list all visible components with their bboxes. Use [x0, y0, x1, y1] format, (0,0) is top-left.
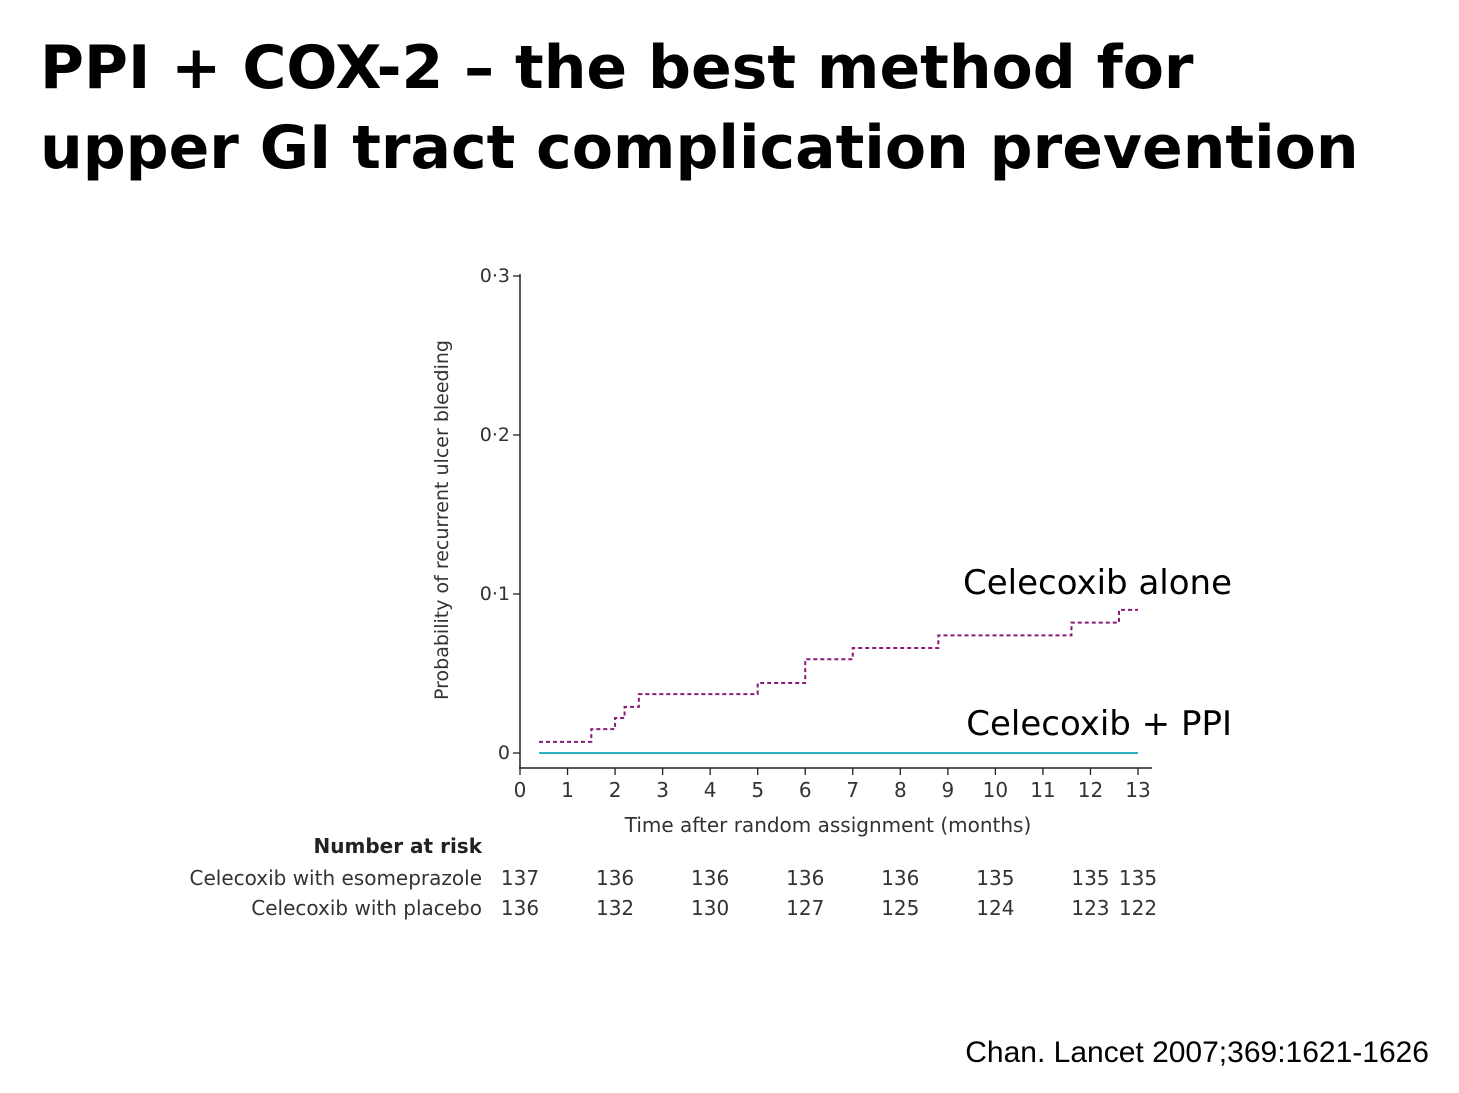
title-line-2: upper GI tract complication prevention — [40, 113, 1359, 183]
x-tick-label: 6 — [799, 778, 812, 802]
risk-table-title: Number at risk — [314, 834, 483, 858]
slide-title: PPI + COX-2 – the best method for upper … — [40, 28, 1440, 188]
risk-value: 135 — [976, 866, 1014, 890]
risk-value: 127 — [786, 896, 824, 920]
risk-value: 125 — [881, 896, 919, 920]
x-tick-label: 5 — [751, 778, 764, 802]
x-tick-label: 9 — [941, 778, 954, 802]
risk-value: 135 — [1071, 866, 1109, 890]
x-tick-label: 1 — [561, 778, 574, 802]
y-tick-label: 0·2 — [480, 424, 510, 446]
x-tick-label: 4 — [704, 778, 717, 802]
risk-value: 136 — [881, 866, 919, 890]
risk-value: 136 — [786, 866, 824, 890]
x-tick-label: 10 — [983, 778, 1008, 802]
x-tick-label: 12 — [1078, 778, 1103, 802]
risk-value: 122 — [1119, 896, 1157, 920]
risk-value: 136 — [691, 866, 729, 890]
x-tick-label: 11 — [1030, 778, 1055, 802]
citation: Chan. Lancet 2007;369:1621-1626 — [965, 1036, 1429, 1069]
risk-value: 132 — [596, 896, 634, 920]
risk-value: 137 — [501, 866, 539, 890]
x-axis-label: Time after random assignment (months) — [624, 813, 1032, 837]
y-tick-label: 0·3 — [480, 265, 510, 287]
risk-value: 135 — [1119, 866, 1157, 890]
title-line-1: PPI + COX-2 – the best method for — [40, 33, 1194, 103]
x-tick-label: 3 — [656, 778, 669, 802]
risk-value: 136 — [596, 866, 634, 890]
x-tick-label: 13 — [1125, 778, 1150, 802]
risk-value: 123 — [1071, 896, 1109, 920]
x-tick-label: 8 — [894, 778, 907, 802]
risk-value: 130 — [691, 896, 729, 920]
risk-row-label: Celecoxib with placebo — [251, 896, 482, 920]
x-tick-label: 2 — [609, 778, 622, 802]
x-tick-label: 7 — [846, 778, 859, 802]
risk-value: 136 — [501, 896, 539, 920]
risk-row-label: Celecoxib with esomeprazole — [190, 866, 483, 890]
y-tick-label: 0·1 — [480, 583, 510, 605]
y-tick-label: 0 — [498, 742, 510, 764]
y-axis-label: Probability of recurrent ulcer bleeding — [431, 340, 453, 700]
x-tick-label: 0 — [514, 778, 527, 802]
series-line-1 — [539, 608, 1138, 743]
series-label-2: Celecoxib + PPI — [966, 704, 1232, 744]
series-label-1: Celecoxib alone — [963, 563, 1232, 603]
risk-value: 124 — [976, 896, 1014, 920]
